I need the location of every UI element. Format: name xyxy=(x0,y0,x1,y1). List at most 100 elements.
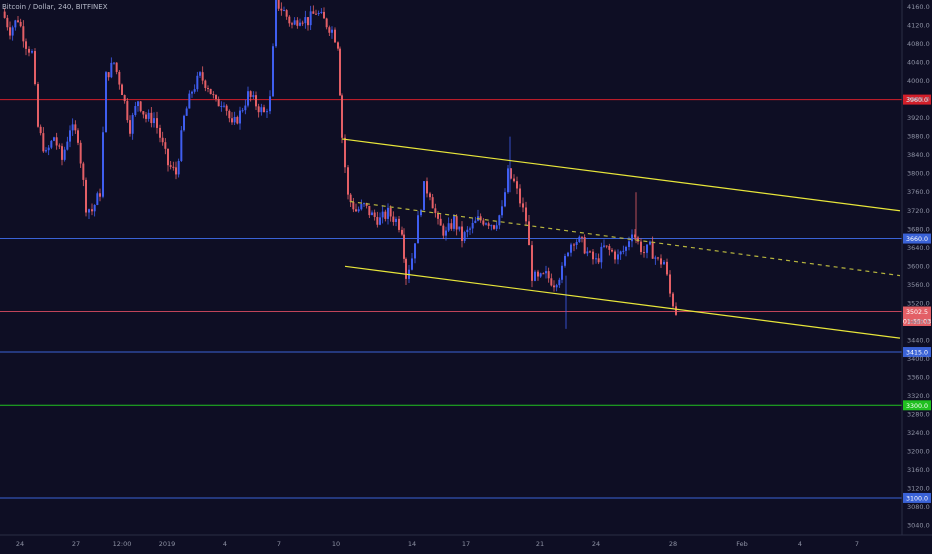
candle-body xyxy=(442,225,445,236)
candle-body xyxy=(490,225,493,227)
candle-body xyxy=(611,249,613,252)
candle-body xyxy=(434,208,437,214)
candle-body xyxy=(360,204,363,210)
candle-body xyxy=(37,84,39,127)
candle-body xyxy=(651,241,654,259)
candle-body xyxy=(595,258,597,260)
candle-body xyxy=(325,18,328,28)
candle-body xyxy=(431,197,434,209)
candle-body xyxy=(96,193,99,205)
candle-body xyxy=(110,62,113,78)
candle-body xyxy=(169,165,172,167)
candle-body xyxy=(581,236,583,238)
candle-body xyxy=(293,20,296,25)
price-tick-label: 3880.0 xyxy=(907,133,930,141)
candle-body xyxy=(649,241,651,245)
candle-body xyxy=(185,108,188,116)
candle-body xyxy=(498,215,501,226)
candle-body xyxy=(437,213,439,219)
candle-body xyxy=(317,12,320,15)
candle-body xyxy=(389,207,392,217)
candle-body xyxy=(102,132,104,197)
candle-body xyxy=(47,147,50,151)
level-badge-label: 01:55:03 xyxy=(903,319,931,326)
candle-body xyxy=(634,234,636,238)
candle-body xyxy=(225,105,228,111)
candle-body xyxy=(420,210,422,216)
candle-body xyxy=(299,22,301,26)
price-tick-label: 4160.0 xyxy=(907,3,930,11)
candle-body xyxy=(589,251,591,253)
candle-body xyxy=(301,22,304,24)
price-tick-label: 4040.0 xyxy=(907,59,930,67)
candle-body xyxy=(578,236,581,242)
candle-body xyxy=(398,218,400,230)
candle-body xyxy=(269,96,271,112)
candle-body xyxy=(272,46,274,97)
candle-body xyxy=(266,111,268,113)
price-tick-label: 3920.0 xyxy=(907,114,930,122)
candle-body xyxy=(233,116,236,123)
candle-body xyxy=(528,221,530,246)
candle-body xyxy=(600,246,603,263)
candle-body xyxy=(123,95,126,102)
price-tick-label: 3200.0 xyxy=(907,448,930,456)
candle-body xyxy=(6,17,9,28)
candle-body xyxy=(564,255,566,266)
candle-body xyxy=(79,142,82,164)
candle-body xyxy=(239,110,241,124)
candle-body xyxy=(466,229,469,233)
candle-body xyxy=(34,51,36,85)
candle-body xyxy=(447,223,450,231)
price-tick-label: 4080.0 xyxy=(907,40,930,48)
price-tick-label: 3040.0 xyxy=(907,522,930,530)
time-tick-label: 4 xyxy=(798,540,802,548)
candle-body xyxy=(414,243,416,259)
candle-body xyxy=(139,101,142,112)
candle-body xyxy=(392,216,395,222)
candle-body xyxy=(19,21,22,27)
candle-body xyxy=(247,91,249,106)
candle-body xyxy=(201,72,204,81)
level-badge-label: 3660.0 xyxy=(906,236,928,243)
candle-body xyxy=(519,188,521,204)
candle-body xyxy=(58,145,61,147)
price-tick-label: 3480.0 xyxy=(907,318,930,326)
candle-body xyxy=(663,261,665,265)
candle-body xyxy=(129,120,131,134)
price-axis[interactable]: 4160.0 4120.0 4080.0 4040.0 4000.0 3960.0 3920… xyxy=(901,0,930,535)
candle-body xyxy=(323,11,325,19)
candle-body xyxy=(401,229,403,235)
candle-body xyxy=(384,211,387,219)
candle-body xyxy=(236,116,239,124)
candle-body xyxy=(575,241,578,245)
candle-body xyxy=(191,91,193,94)
time-tick-label: 10 xyxy=(332,540,340,548)
candle-body xyxy=(277,0,280,9)
level-badge xyxy=(903,492,931,503)
price-tick-label: 3440.0 xyxy=(907,336,930,344)
candle-body xyxy=(363,203,365,205)
candle-body xyxy=(403,234,405,259)
candle-body xyxy=(164,142,167,149)
price-tick-label: 3160.0 xyxy=(907,466,930,474)
level-badge-label: 3415.0 xyxy=(906,350,928,357)
level-badge xyxy=(903,306,931,317)
level-badge-label: 3502.5 xyxy=(906,309,928,316)
candle-body xyxy=(628,241,630,247)
candle-body xyxy=(666,261,668,275)
candle-body xyxy=(312,11,315,14)
candle-body xyxy=(474,220,477,223)
candle-body xyxy=(349,194,352,202)
price-tick-label: 3120.0 xyxy=(907,485,930,493)
candle-body xyxy=(177,160,180,175)
candle-body xyxy=(115,62,118,72)
candle-body xyxy=(545,271,547,274)
candle-body xyxy=(296,20,299,26)
time-axis[interactable]: 24 27 12:00 2019 4 7 10 14 17 21 24 28 Feb 4 7 xyxy=(0,534,932,548)
level-badge-label: 3300.0 xyxy=(906,403,928,410)
candle-body xyxy=(228,110,231,119)
candle-body xyxy=(220,105,223,107)
